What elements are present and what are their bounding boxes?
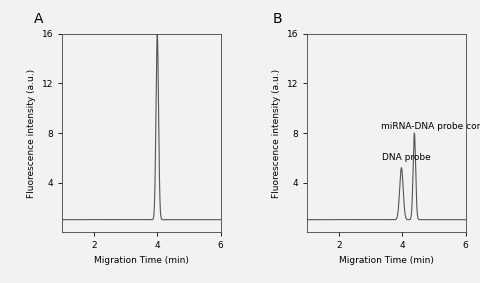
Y-axis label: Fluorescence intensity (a.u.): Fluorescence intensity (a.u.) (27, 68, 36, 198)
X-axis label: Migration Time (min): Migration Time (min) (339, 256, 434, 265)
X-axis label: Migration Time (min): Migration Time (min) (94, 256, 189, 265)
Text: B: B (273, 12, 282, 26)
Y-axis label: Fluorescence intensity (a.u.): Fluorescence intensity (a.u.) (272, 68, 281, 198)
Text: A: A (34, 12, 43, 26)
Text: miRNA-DNA probe complex: miRNA-DNA probe complex (381, 122, 480, 131)
Text: DNA probe: DNA probe (383, 153, 431, 162)
